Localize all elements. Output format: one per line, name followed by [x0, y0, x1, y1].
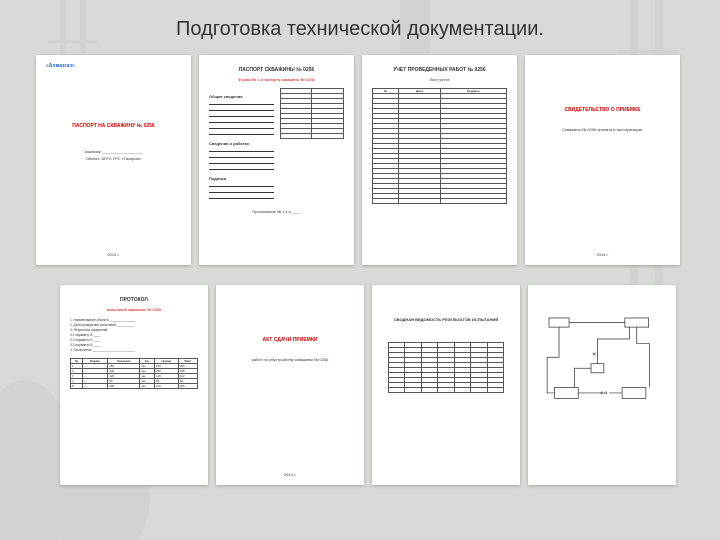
bullet-line: 1. Наименование объекта _______________ — [70, 318, 198, 322]
diagram-node — [622, 387, 646, 398]
form-line — [209, 148, 274, 152]
document-thumbnail: «Алмазгаз»ПАСПОРТ НА СКВАЖИНУ № 0256Зака… — [36, 55, 191, 265]
section-label: Сведения о работах — [209, 141, 274, 146]
section-label: Подписи — [209, 176, 274, 181]
doc-heading: АКТ СДАЧИ-ПРИЕМКИ — [226, 337, 354, 343]
doc-sub: Форма № 1 к паспорту скважины № 0256 — [209, 77, 344, 82]
doc-body: работ по обустройству скважины № 0256 — [226, 357, 354, 362]
doc-heading: ПАСПОРТ СКВАЖИНЫ № 0256 — [209, 67, 344, 73]
bullet-line: 2. Дата проведения испытаний __________ — [70, 323, 198, 327]
side-table — [280, 88, 345, 201]
document-row-2: ПРОТОКОЛ испытаний скважины № 0256 1. Наим… — [0, 285, 720, 485]
form-line — [209, 119, 274, 123]
doc-footer: 2014 г. — [36, 252, 191, 257]
diagram-edge — [637, 327, 650, 387]
doc-footer: 2014 г. — [216, 472, 364, 477]
form-line — [209, 131, 274, 135]
form-line — [209, 125, 274, 129]
diagram-node — [591, 364, 604, 373]
section-label: Общие сведения — [209, 94, 274, 99]
doc-heading: СВОДНАЯ ВЕДОМОСТЬ РЕЗУЛЬТАТОВ ИСПЫТАНИЙ — [382, 317, 510, 322]
diagram-edge — [597, 327, 629, 364]
form-line — [209, 101, 274, 105]
doc-footer: 2014 г. — [525, 252, 680, 257]
form-line — [209, 107, 274, 111]
form-line — [209, 183, 274, 187]
doc-footnote: Приложение № 1 к п.____ — [209, 209, 344, 214]
bullet-line: 3.2 параметр Б ____ — [70, 338, 198, 342]
bullet-line: 3. Результаты измерений: — [70, 328, 198, 332]
diagram-edge — [547, 327, 559, 393]
doc-heading: ПРОТОКОЛ — [70, 297, 198, 303]
doc-line: Объект: АГРС ГРС «Газпром» — [46, 156, 181, 161]
doc-sub: испытаний скважины № 0256 — [70, 307, 198, 312]
doc-heading: УЧЕТ ПРОВЕДЕННЫХ РАБОТ № 0256 — [372, 67, 507, 73]
document-thumbnail — [528, 285, 676, 485]
bullet-line: 3.3 параметр В ____ — [70, 343, 198, 347]
doc-heading: СВИДЕТЕЛЬСТВО О ПРИЕМКЕ — [535, 107, 670, 113]
document-thumbnail: ПАСПОРТ СКВАЖИНЫ № 0256 Форма № 1 к паспо… — [199, 55, 354, 265]
document-thumbnail: УЧЕТ ПРОВЕДЕННЫХ РАБОТ № 0256 Лист учета №… — [362, 55, 517, 265]
doc-table — [382, 342, 510, 393]
diagram-svg — [538, 307, 666, 408]
doc-sub: Лист учета — [372, 77, 507, 82]
page-title: Подготовка технической документации. — [0, 0, 720, 55]
form-line — [209, 166, 274, 170]
document-row-1: «Алмазгаз»ПАСПОРТ НА СКВАЖИНУ № 0256Зака… — [0, 55, 720, 265]
doc-body: Скважина № 0256 принята в эксплуатацию — [535, 127, 670, 132]
bullet-line: 4. Заключение ________________________ — [70, 348, 198, 352]
doc-table: №Парам.ЗначениеЕд.НормаФакт1—250мм260255… — [70, 358, 198, 389]
form-line — [209, 195, 274, 199]
form-line — [209, 113, 274, 117]
document-thumbnail: АКТ СДАЧИ-ПРИЕМКИ работ по обустройству с… — [216, 285, 364, 485]
diagram-node — [549, 318, 569, 327]
document-thumbnail: СВИДЕТЕЛЬСТВО О ПРИЕМКЕ Скважина № 0256 п… — [525, 55, 680, 265]
form-line — [209, 160, 274, 164]
bullet-line: 3.1 параметр А ____ — [70, 333, 198, 337]
doc-heading: ПАСПОРТ НА СКВАЖИНУ № 0256 — [46, 123, 181, 129]
form-line — [209, 154, 274, 158]
document-gallery: «Алмазгаз»ПАСПОРТ НА СКВАЖИНУ № 0256Зака… — [0, 55, 720, 485]
diagram-node — [554, 387, 578, 398]
diagram-node — [625, 318, 649, 327]
document-thumbnail: СВОДНАЯ ВЕДОМОСТЬ РЕЗУЛЬТАТОВ ИСПЫТАНИЙ — [372, 285, 520, 485]
doc-table: №ДатаПодпись — [372, 88, 507, 204]
diagram-edge — [575, 368, 591, 387]
doc-line: Заказчик: __________________ — [46, 149, 181, 154]
form-line — [209, 189, 274, 193]
document-thumbnail: ПРОТОКОЛ испытаний скважины № 0256 1. Наим… — [60, 285, 208, 485]
